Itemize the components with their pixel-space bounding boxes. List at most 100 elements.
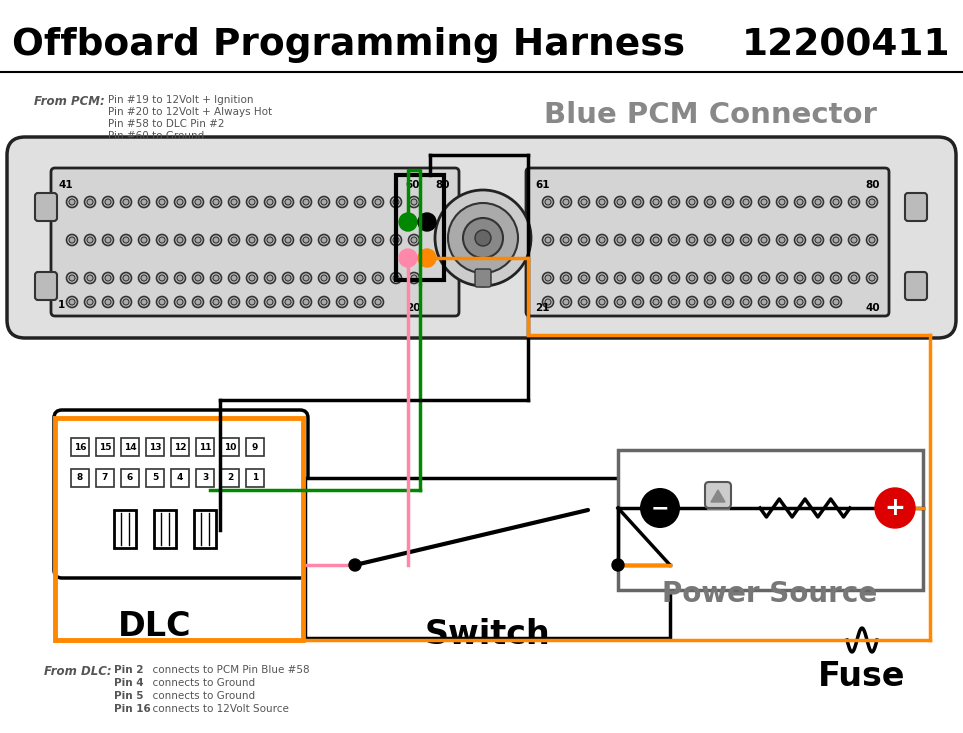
Circle shape [869,237,875,243]
Circle shape [653,299,659,305]
Circle shape [563,299,569,305]
Circle shape [779,299,785,305]
Circle shape [66,297,77,308]
Circle shape [157,273,168,284]
Text: Power Source: Power Source [663,580,877,608]
Circle shape [579,196,589,207]
Text: Pin #60 to Ground: Pin #60 to Ground [108,131,204,141]
Circle shape [120,235,132,246]
Circle shape [373,297,383,308]
Circle shape [303,199,309,205]
Circle shape [761,237,767,243]
Circle shape [542,273,554,284]
Circle shape [761,199,767,205]
Circle shape [139,196,149,207]
Circle shape [596,297,608,308]
Circle shape [776,235,788,246]
Text: connects to Ground: connects to Ground [146,691,255,701]
Circle shape [87,275,93,281]
Circle shape [463,218,503,258]
Circle shape [635,299,641,305]
Circle shape [779,237,785,243]
Text: connects to PCM Pin Blue #58: connects to PCM Pin Blue #58 [146,665,310,675]
Circle shape [633,196,643,207]
Circle shape [228,297,240,308]
Circle shape [830,235,842,246]
Circle shape [267,275,273,281]
Circle shape [123,199,129,205]
Circle shape [560,273,571,284]
Circle shape [776,273,788,284]
Circle shape [265,297,275,308]
FancyBboxPatch shape [54,410,308,578]
Circle shape [354,196,366,207]
Circle shape [354,235,366,246]
Text: Fuse: Fuse [819,660,906,693]
Circle shape [581,237,587,243]
Circle shape [336,235,348,246]
Text: 12200411: 12200411 [742,27,950,63]
Text: Pin 5: Pin 5 [114,691,147,701]
Circle shape [391,196,402,207]
Circle shape [650,235,662,246]
Circle shape [833,199,839,205]
FancyBboxPatch shape [905,193,927,221]
Circle shape [560,196,571,207]
Circle shape [193,235,203,246]
Circle shape [373,273,383,284]
Circle shape [285,199,291,205]
Bar [196,469,214,487]
Circle shape [319,273,329,284]
Circle shape [157,297,168,308]
Circle shape [797,299,803,305]
Circle shape [705,235,716,246]
Circle shape [141,299,147,305]
Circle shape [123,299,129,305]
Circle shape [545,275,551,281]
Circle shape [177,199,183,205]
Circle shape [139,235,149,246]
Circle shape [393,199,399,205]
Circle shape [300,297,311,308]
Circle shape [596,196,608,207]
Circle shape [102,196,114,207]
Circle shape [705,196,716,207]
Circle shape [435,190,531,286]
Circle shape [105,237,111,243]
Circle shape [285,275,291,281]
Circle shape [213,299,219,305]
Circle shape [779,275,785,281]
Circle shape [851,237,857,243]
Circle shape [267,199,273,205]
Circle shape [120,297,132,308]
Circle shape [633,235,643,246]
Circle shape [174,273,186,284]
Circle shape [69,237,75,243]
Circle shape [193,196,203,207]
Circle shape [813,297,823,308]
Circle shape [211,297,221,308]
Circle shape [794,273,805,284]
Circle shape [722,297,734,308]
Text: 41: 41 [58,180,72,190]
Circle shape [339,299,345,305]
Bar [114,510,136,548]
Text: Pin 2: Pin 2 [114,665,147,675]
Circle shape [761,275,767,281]
Circle shape [141,199,147,205]
Circle shape [247,273,257,284]
Circle shape [102,235,114,246]
Circle shape [69,275,75,281]
Circle shape [707,199,713,205]
Circle shape [542,297,554,308]
Circle shape [815,237,821,243]
Circle shape [213,199,219,205]
Circle shape [321,275,327,281]
Circle shape [174,235,186,246]
Circle shape [373,196,383,207]
Circle shape [617,275,623,281]
Bar [71,438,89,456]
Circle shape [249,237,255,243]
Circle shape [707,237,713,243]
FancyBboxPatch shape [526,168,889,316]
